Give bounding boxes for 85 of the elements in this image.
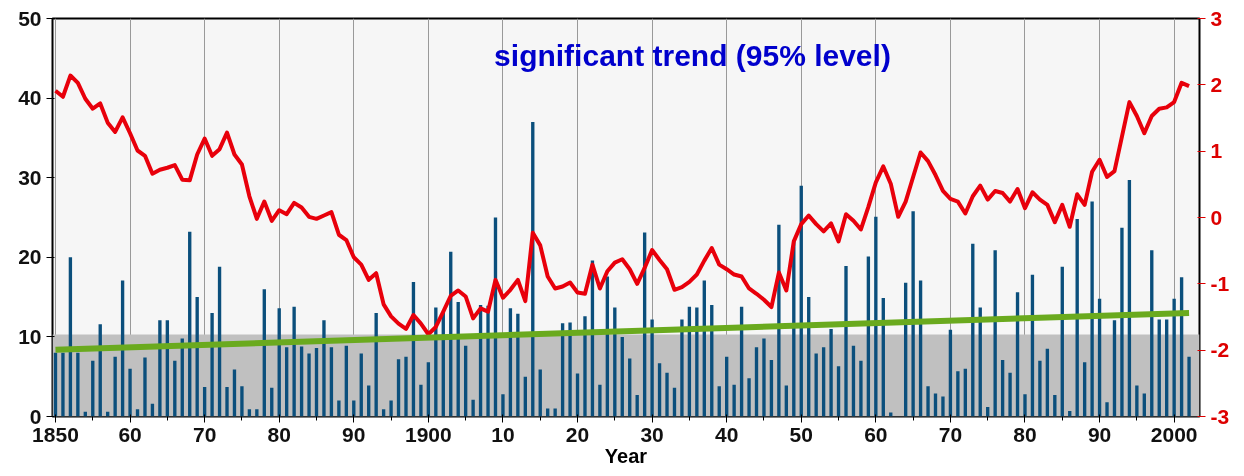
bar: [374, 313, 378, 417]
bar: [1120, 227, 1124, 417]
x-tick-label: 50: [789, 422, 813, 446]
bar: [113, 356, 117, 417]
bar: [1187, 356, 1191, 417]
x-tick-label: 1900: [405, 422, 452, 446]
y-tick-label: 20: [18, 245, 42, 269]
bar: [255, 409, 259, 417]
bar: [814, 353, 818, 417]
y2-tick-label: 2: [1210, 72, 1223, 96]
bar: [933, 393, 938, 417]
bar: [1023, 394, 1027, 417]
x-tick-label: 70: [938, 422, 963, 446]
bar: [419, 384, 423, 417]
bar: [680, 319, 684, 417]
bar: [1008, 372, 1012, 417]
x-tick-label: 80: [1013, 422, 1037, 446]
bar: [911, 211, 915, 417]
y2-tick-label: 0: [1210, 205, 1223, 229]
bar: [128, 368, 132, 417]
bar: [240, 386, 244, 417]
y-tick-label: 50: [18, 6, 42, 30]
x-tick-label: 60: [864, 422, 888, 446]
bar: [404, 356, 408, 417]
y-tick-label: 30: [18, 165, 42, 189]
bar: [225, 387, 229, 417]
bar: [322, 320, 326, 417]
bar: [337, 400, 341, 417]
x-tick-label: 70: [192, 422, 217, 446]
y-tick-label: 40: [18, 86, 42, 110]
bar: [747, 378, 751, 417]
bar: [650, 319, 654, 417]
x-tick-label: 90: [342, 422, 366, 446]
x-tick-label: 10: [491, 422, 515, 446]
annotation: significant trend (95% level): [494, 38, 891, 72]
bar: [598, 384, 602, 417]
bar: [1038, 360, 1042, 417]
bar: [307, 353, 311, 417]
bar: [777, 224, 781, 417]
x-tick-label: 90: [1087, 422, 1112, 446]
bar: [874, 216, 878, 417]
x-tick-label: 20: [565, 422, 590, 446]
y2-tick-label: 3: [1210, 6, 1223, 30]
bar: [1142, 393, 1146, 417]
y2-tick-label: 1: [1210, 139, 1223, 163]
bar: [1135, 385, 1139, 417]
bar: [1090, 201, 1094, 417]
y-tick-label: 10: [18, 324, 42, 348]
y2-tick-label: -3: [1210, 404, 1230, 428]
bar: [158, 320, 162, 417]
bar: [1105, 402, 1109, 417]
bar: [956, 371, 960, 417]
bar: [501, 394, 505, 417]
bar: [941, 396, 945, 417]
y2-tick-label: -2: [1210, 338, 1230, 362]
bar: [292, 306, 296, 417]
x-tick-label: 60: [118, 422, 142, 446]
bar: [76, 352, 80, 417]
x-axis-title: Year: [604, 444, 648, 467]
bar: [844, 266, 848, 417]
line-series: [53, 73, 1192, 337]
bar: [732, 384, 736, 417]
bar: [859, 360, 863, 417]
bar: [389, 400, 393, 417]
bar: [516, 313, 520, 417]
bar: [553, 408, 557, 417]
bar: [695, 307, 699, 417]
x-tick-label: 40: [715, 422, 739, 446]
bar: [829, 328, 833, 417]
bar: [61, 352, 65, 417]
bar: [583, 316, 587, 417]
bar: [993, 250, 997, 417]
x-tick-label: 30: [640, 422, 664, 446]
bar: [143, 357, 147, 417]
bar: [665, 372, 669, 417]
bar: [1172, 298, 1176, 417]
bar: [568, 322, 572, 417]
x-tick-label: 2000: [1150, 422, 1198, 446]
x-tick-label: 80: [267, 422, 291, 446]
bar: [762, 338, 766, 417]
y2-tick-label: -1: [1210, 271, 1230, 295]
bar: [210, 313, 214, 417]
bar: [471, 399, 475, 417]
bar: [926, 386, 930, 417]
y-tick-label: 0: [29, 404, 42, 428]
